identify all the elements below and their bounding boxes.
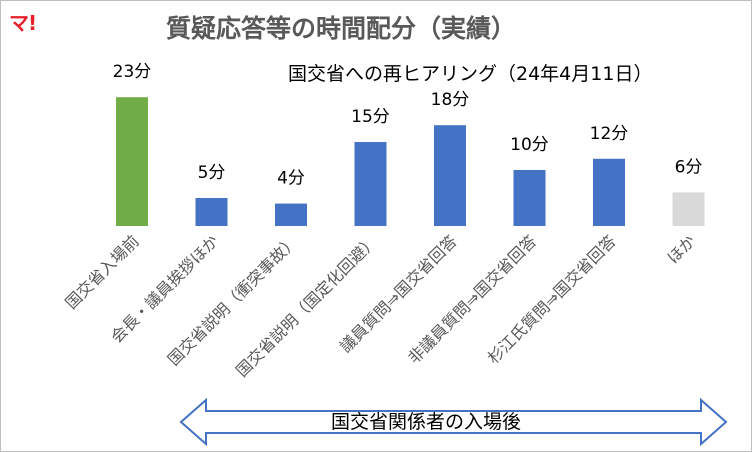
bar-1 xyxy=(116,97,148,226)
chart-title: 質疑応答等の時間配分（実績） xyxy=(166,14,517,43)
category-label-8: ほか xyxy=(663,231,699,267)
category-label-7: 杉江氏質問⇒国交省回答 xyxy=(484,231,620,367)
category-labels-layer: 国交省入場前会長・議員挨拶ほか国交省説明（衝突事故）国交省説明（国定化回避）議員… xyxy=(62,231,700,380)
category-label-3: 国交省説明（衝突事故） xyxy=(164,231,302,369)
bar-7 xyxy=(593,158,625,226)
double-arrow-icon xyxy=(179,397,728,447)
data-label-4: 15分 xyxy=(351,107,390,127)
bars-layer xyxy=(116,97,705,226)
bar-2 xyxy=(195,198,228,226)
data-label-1: 23分 xyxy=(113,62,152,82)
bar-4 xyxy=(354,142,387,226)
data-label-5: 18分 xyxy=(431,90,470,110)
chart-subtitle: 国交省への再ヒアリング（24年4月11日） xyxy=(288,63,653,85)
data-label-7: 12分 xyxy=(590,124,629,144)
bar-3 xyxy=(275,203,307,226)
span-arrow-label: 国交省関係者の入場後 xyxy=(331,411,522,433)
data-label-2: 5分 xyxy=(198,163,226,183)
data-labels-layer: 23分 5分 4分 15分 18分 10分 12分 6分 xyxy=(113,62,703,188)
data-label-6: 10分 xyxy=(510,135,549,155)
logo-mark: マ! xyxy=(9,11,37,35)
category-label-4: 国交省説明（国定化回避） xyxy=(232,231,381,380)
data-label-8: 6分 xyxy=(675,157,703,177)
bar-8 xyxy=(672,192,705,226)
category-label-6: 非議員質問⇒国交省回答 xyxy=(404,231,540,367)
category-label-1: 国交省入場前 xyxy=(62,231,143,312)
bar-6 xyxy=(513,170,546,226)
bar-5 xyxy=(434,125,466,226)
span-arrow xyxy=(179,397,728,447)
data-label-3: 4分 xyxy=(277,169,305,189)
